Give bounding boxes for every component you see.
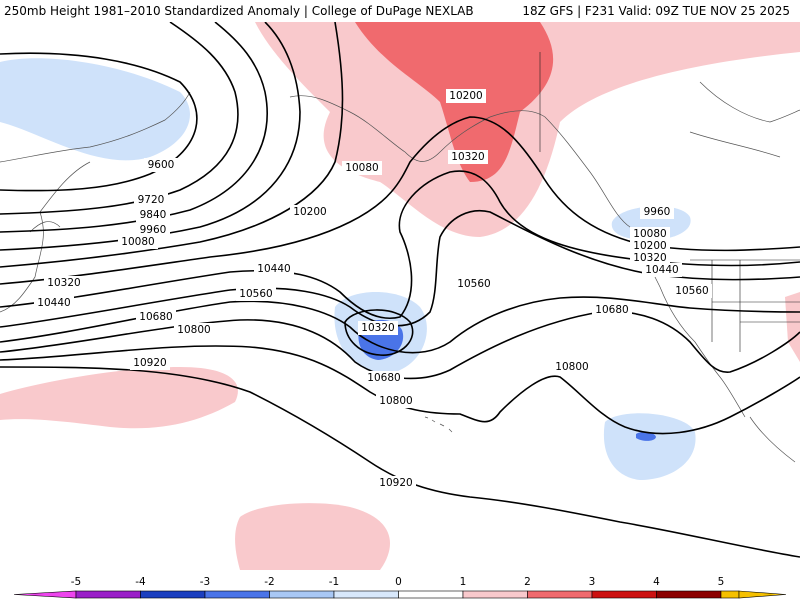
- colorbar-segment: [398, 590, 464, 599]
- colorbar-tick-label: 2: [524, 576, 531, 588]
- contour-9600: [0, 52, 198, 192]
- label-10920-west: 10920: [133, 357, 166, 369]
- colorbar-segment: [269, 590, 335, 599]
- contour-10320-w: [0, 170, 800, 319]
- height-contours: [0, 22, 800, 558]
- colorbar-tick-label: 1: [460, 576, 467, 588]
- contour-9840: [0, 22, 268, 233]
- label-10560-far-east: 10560: [675, 285, 708, 297]
- colorbar-tick-label: -5: [71, 576, 81, 588]
- anomaly-neg-subtropic-strong: [636, 431, 656, 441]
- borders: [539, 52, 800, 352]
- anomaly-neg-subtropic: [603, 413, 696, 480]
- label-10320-low: 10320: [361, 322, 394, 334]
- label-10200-alaska: 10200: [449, 90, 482, 102]
- label-10320-east: 10320: [633, 252, 666, 264]
- anomaly-pos-west: [0, 367, 238, 429]
- label-10680-west: 10680: [139, 311, 172, 323]
- colorbar-segment: [527, 590, 593, 599]
- label-10080-east: 10080: [633, 228, 666, 240]
- label-10800-east: 10800: [555, 361, 588, 373]
- colorbar-tick-label: -1: [329, 576, 339, 588]
- anomaly-pos-alaska-light: [255, 22, 800, 237]
- hudson-coast: [689, 81, 800, 158]
- colorbar-arrow-min: [13, 590, 77, 599]
- colorbar-legend: -5 -4 -3 -2 -1 0 1 2 3 4 5: [0, 571, 800, 600]
- model-run-info: 18Z GFS | F231 Valid: 09Z TUE NOV 25 202…: [522, 4, 790, 18]
- map-panel: 9600 9720 9840 9960 10080 10080 10200 10…: [0, 22, 800, 570]
- asia-coast: [0, 91, 191, 313]
- label-10200-west: 10200: [293, 206, 326, 218]
- map-title: 250mb Height 1981–2010 Standardized Anom…: [4, 4, 474, 18]
- anomaly-neg-aleutian: [0, 58, 190, 161]
- label-10560-east: 10560: [457, 278, 490, 290]
- label-9960-east: 9960: [644, 206, 671, 218]
- label-10920-central: 10920: [379, 477, 412, 489]
- contour-9720: [0, 22, 239, 215]
- contour-10680: [0, 310, 800, 380]
- colorbar-tick-label: -4: [135, 576, 146, 588]
- colorbar-segment: [720, 590, 740, 599]
- contour-10560: [0, 296, 800, 354]
- label-10560-central: 10560: [239, 288, 272, 300]
- label-10320-west: 10320: [47, 277, 80, 289]
- colorbar-tick-label: 0: [395, 576, 402, 588]
- label-10680-low: 10680: [367, 372, 400, 384]
- colorbar-svg: -5 -4 -3 -2 -1 0 1 2 3 4 5: [13, 576, 787, 599]
- label-10440-east: 10440: [645, 264, 678, 276]
- colorbar-arrow-max: [738, 590, 787, 599]
- contour-9960-w: [0, 22, 301, 251]
- colorbar-tick-label: 5: [718, 576, 725, 588]
- label-9600: 9600: [148, 159, 175, 171]
- anomaly-pos-south: [235, 503, 390, 570]
- label-10440-central: 10440: [257, 263, 290, 275]
- hawaii-islands: [424, 416, 453, 433]
- anomaly-shading: [0, 22, 800, 570]
- contour-labels: 9600 9720 9840 9960 10080 10080 10200 10…: [34, 89, 712, 490]
- label-10320-alaska: 10320: [451, 151, 484, 163]
- us-canada-border: [539, 52, 800, 352]
- label-10200-east: 10200: [633, 240, 666, 252]
- contour-10080-w: [0, 22, 344, 268]
- colorbar-segment: [656, 590, 722, 599]
- colorbar-tick-label: 4: [653, 576, 660, 588]
- colorbar-segment: [75, 590, 141, 599]
- colorbar-segment: [591, 590, 657, 599]
- colorbar-segment: [140, 590, 206, 599]
- label-10080-west: 10080: [121, 236, 154, 248]
- coastlines: [0, 81, 800, 463]
- label-10680-east: 10680: [595, 304, 628, 316]
- colorbar-segment: [462, 590, 528, 599]
- alaska-coast: [289, 95, 631, 228]
- label-9840: 9840: [140, 209, 167, 221]
- anomaly-pos-east: [785, 292, 800, 362]
- label-9720: 9720: [138, 194, 165, 206]
- contour-10320-low: [344, 309, 414, 356]
- colorbar-tick-label: -2: [264, 576, 274, 588]
- label-10080-north: 10080: [345, 162, 378, 174]
- label-9960-west: 9960: [140, 224, 167, 236]
- colorbar-segment: [204, 590, 270, 599]
- label-10800-central: 10800: [379, 395, 412, 407]
- colorbar-tick-label: 3: [589, 576, 596, 588]
- map-svg: 9600 9720 9840 9960 10080 10080 10200 10…: [0, 22, 800, 570]
- colorbar-tick-label: -3: [200, 576, 210, 588]
- label-10440-west: 10440: [37, 297, 70, 309]
- label-10800-west: 10800: [177, 324, 210, 336]
- contour-10800: [0, 345, 800, 435]
- colorbar-segment: [333, 590, 399, 599]
